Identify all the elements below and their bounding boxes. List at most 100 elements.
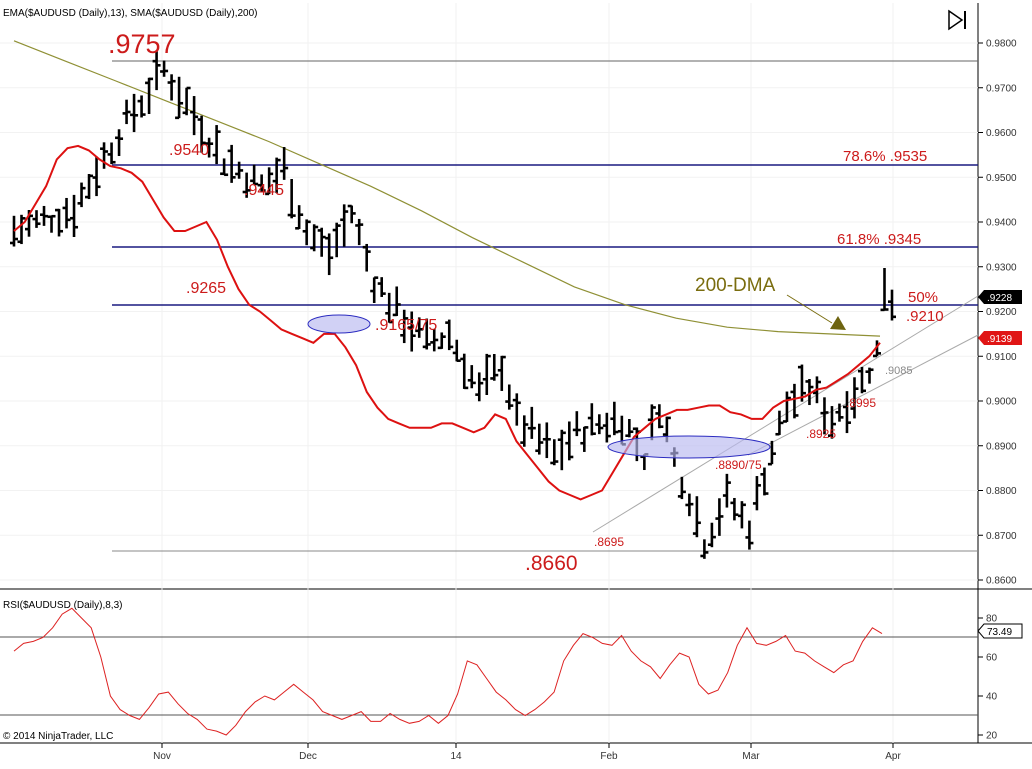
price-bar — [625, 418, 634, 438]
price-bar — [842, 391, 851, 434]
price-bar — [888, 289, 896, 321]
price-bar — [347, 204, 356, 224]
label-8695: .8695 — [594, 535, 624, 549]
label-9757: .9757 — [108, 29, 176, 59]
scroll-to-end-button[interactable] — [946, 9, 970, 31]
price-bar — [535, 423, 544, 455]
price-bar — [257, 174, 266, 193]
price-bar — [145, 77, 154, 114]
price-bar — [302, 219, 311, 246]
price-bar — [805, 378, 814, 406]
price-bar — [610, 401, 619, 436]
panel-frames — [0, 3, 1032, 744]
price-bar — [445, 319, 454, 351]
label-8660: .8660 — [525, 552, 578, 575]
ema-value-badge: .9139 — [978, 331, 1022, 345]
price-bar — [152, 51, 161, 91]
price-bar — [587, 403, 596, 436]
price-bar — [580, 426, 589, 452]
price-bar — [827, 406, 836, 439]
price-bar — [400, 309, 409, 344]
price-bar — [10, 215, 18, 247]
price-bar — [47, 214, 56, 233]
y-tick-label: 0.9700 — [986, 83, 1017, 94]
price-bar — [220, 158, 229, 177]
y-tick-label: 0.8600 — [986, 576, 1017, 587]
rsi-header: RSI($AUDUSD (Daily),8,3) — [3, 600, 122, 611]
price-bar — [107, 142, 116, 165]
price-bar — [857, 366, 866, 394]
x-tick-label: Feb — [600, 751, 618, 762]
price-bar — [482, 353, 491, 396]
y-tick-label: 0.9800 — [986, 39, 1017, 50]
price-bar — [250, 164, 259, 186]
price-bar — [460, 353, 469, 390]
price-bar — [422, 318, 431, 350]
label-fib-50: 50% — [908, 289, 938, 306]
price-bar — [692, 496, 701, 538]
price-bar — [332, 222, 341, 258]
price-bar — [92, 156, 101, 197]
price-bar — [205, 137, 214, 158]
price-bar — [700, 539, 709, 559]
x-tick-label: 14 — [450, 751, 462, 762]
price-bar — [490, 354, 499, 381]
ema-13-line — [13, 144, 881, 501]
price-bar — [865, 367, 874, 384]
price-bar — [850, 377, 859, 419]
y-tick-label: 0.9400 — [986, 218, 1017, 229]
y-tick-label: 0.9200 — [986, 307, 1017, 318]
price-bar — [775, 410, 784, 436]
last-price-badge: .9228 — [978, 290, 1022, 304]
price-bar — [175, 76, 184, 120]
rsi-tick-label: 80 — [986, 614, 998, 625]
label-8925: .8925 — [806, 427, 836, 441]
price-bar — [572, 411, 581, 437]
price-bar — [310, 224, 319, 252]
support-ellipse-9165 — [307, 314, 371, 334]
price-bar — [287, 178, 296, 219]
price-bar — [542, 422, 551, 459]
label-fib-786: 78.6% .9535 — [843, 148, 927, 165]
price-bar — [550, 439, 559, 466]
price-bar — [77, 182, 86, 208]
price-bar — [520, 415, 529, 447]
price-bar — [407, 311, 416, 352]
copyright-text: © 2014 NinjaTrader, LLC — [3, 731, 113, 742]
price-bar — [55, 208, 64, 237]
price-bar — [182, 86, 191, 116]
last-price-text: .9228 — [987, 293, 1012, 304]
price-bar — [505, 384, 514, 410]
price-bar — [137, 95, 146, 118]
x-tick-label: Mar — [742, 751, 760, 762]
price-bar — [475, 372, 484, 402]
rsi-value-badge: 73.49 — [977, 623, 1023, 639]
skip-end-icon — [948, 9, 966, 31]
rsi-tick-label: 60 — [986, 653, 998, 664]
price-bar — [115, 129, 124, 156]
price-bar — [85, 174, 94, 200]
vertical-gridlines — [161, 3, 894, 743]
price-bar — [602, 412, 611, 443]
price-bar — [40, 205, 49, 226]
price-bar — [377, 277, 386, 297]
price-bar — [677, 476, 686, 500]
y-tick-label: 0.9300 — [986, 262, 1017, 273]
price-bar — [317, 227, 326, 257]
price-bar — [722, 473, 731, 508]
y-tick-label: 0.8800 — [986, 486, 1017, 497]
label-9265: .9265 — [186, 280, 226, 297]
price-bar — [160, 60, 169, 77]
price-bar — [452, 339, 461, 362]
price-bar — [595, 414, 604, 435]
price-bar — [782, 391, 791, 423]
label-9445: .9445 — [244, 182, 284, 199]
price-bar — [122, 99, 131, 125]
x-tick-label: Apr — [885, 751, 901, 762]
price-bar — [820, 397, 829, 435]
price-bar — [557, 429, 566, 471]
rsi-value-text: 73.49 — [987, 627, 1012, 638]
support-ellipse-8890 — [607, 435, 771, 459]
price-bar — [392, 286, 401, 317]
y-tick-label: 0.8700 — [986, 531, 1017, 542]
